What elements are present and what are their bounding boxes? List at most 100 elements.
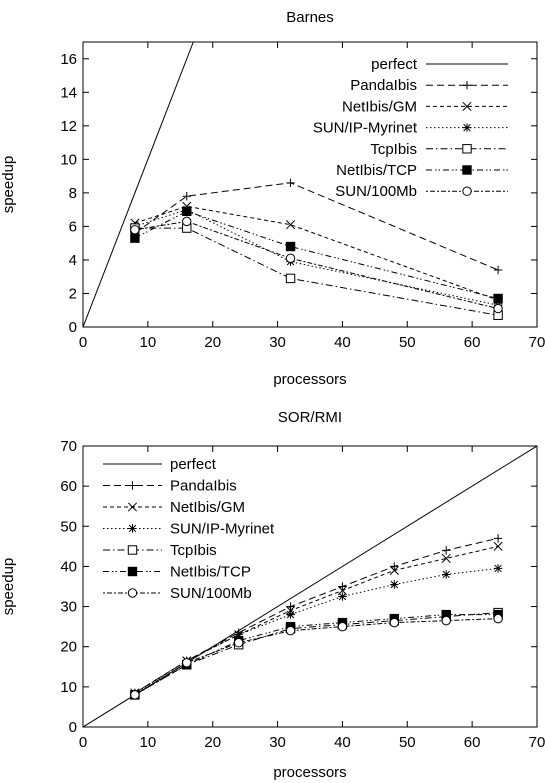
y-tick-label: 2 <box>69 285 77 302</box>
legend-marker-pandaibis <box>462 81 472 90</box>
series-line-tcpibis <box>134 612 499 696</box>
x-tick-label: 50 <box>399 334 416 351</box>
data-point-netibis-gm <box>389 565 399 575</box>
y-tick-label: 14 <box>60 84 77 101</box>
x-tick-label: 30 <box>269 734 286 751</box>
data-point-pandaibis <box>442 546 451 555</box>
data-point-sun-100mb <box>130 225 140 235</box>
y-tick-label: 10 <box>60 151 77 168</box>
plot-area <box>83 42 499 327</box>
y-tick-label: 4 <box>69 252 77 269</box>
data-point-pandaibis <box>338 582 347 591</box>
data-point-tcpibis <box>285 273 296 284</box>
legend-label-netibis-tcp: NetIbis/TCP <box>336 162 417 179</box>
series-line-netibis-gm <box>134 545 499 694</box>
series-line-sun-100mb <box>134 220 499 310</box>
data-point-pandaibis <box>182 192 191 201</box>
data-point-netibis-gm <box>493 541 503 551</box>
legend-marker-netibis-tcp <box>462 165 472 175</box>
data-point-sun-100mb <box>285 625 296 636</box>
x-axis-label: processors <box>273 764 346 781</box>
data-point-netibis-tcp <box>182 206 192 217</box>
legend-label-sun-100mb: SUN/100Mb <box>335 183 417 200</box>
data-point-sun-100mb <box>493 303 503 314</box>
legend-label-netibis-tcp: NetIbis/TCP <box>170 564 251 581</box>
legend-label-perfect: perfect <box>170 456 217 473</box>
y-tick-label: 12 <box>60 118 77 135</box>
legend-label-netibis-gm: NetIbis/GM <box>342 98 417 115</box>
data-point-sun-ip-myrinet <box>234 630 243 639</box>
y-tick-label: 50 <box>60 518 77 535</box>
data-point-sun-100mb <box>233 638 244 648</box>
series-line-sun-100mb <box>134 618 499 696</box>
x-tick-label: 60 <box>464 334 481 351</box>
data-point-netibis-tcp <box>285 241 296 252</box>
y-tick-label: 8 <box>69 185 77 202</box>
plot-frame <box>82 41 538 328</box>
x-tick-label: 10 <box>140 334 157 351</box>
y-tick-label: 20 <box>60 639 77 656</box>
data-point-pandaibis <box>493 265 503 275</box>
y-tick-label: 30 <box>60 599 77 616</box>
series-line-pandaibis <box>134 182 499 271</box>
legend-label-pandaibis: PandaIbis <box>350 77 417 94</box>
legend-marker-sun-ip-myrinet <box>462 123 472 132</box>
chart-title: SOR/RMI <box>278 409 342 426</box>
data-point-sun-ip-myrinet <box>493 564 503 573</box>
legend-label-perfect: perfect <box>371 56 418 73</box>
data-point-sun-100mb <box>389 617 400 628</box>
y-tick-label: 10 <box>60 679 77 696</box>
data-point-sun-100mb <box>130 690 140 700</box>
data-point-sun-ip-myrinet <box>338 592 347 601</box>
data-point-netibis-gm <box>441 553 451 563</box>
plot-frame <box>82 445 538 728</box>
x-tick-label: 0 <box>79 734 87 751</box>
y-tick-label: 40 <box>60 558 77 575</box>
data-point-pandaibis <box>286 602 295 611</box>
legend-label-sun-ip-myrinet: SUN/IP-Myrinet <box>170 521 275 538</box>
y-tick-label: 60 <box>60 478 77 495</box>
x-tick-label: 40 <box>334 334 351 351</box>
sor-rmi-chart: SOR/RMI 0 10 20 30 40 50 60 70 0 10 20 30 40 50 60 70 pro… <box>0 409 545 781</box>
data-point-pandaibis <box>390 562 399 571</box>
data-point-netibis-tcp <box>493 293 503 304</box>
legend-label-sun-ip-myrinet: SUN/IP-Myrinet <box>313 120 418 137</box>
legend-marker-sun-100mb <box>127 588 138 598</box>
x-axis-label: processors <box>273 371 346 388</box>
data-point-sun-100mb <box>182 658 192 668</box>
data-point-sun-100mb <box>337 621 348 632</box>
y-axis-label: speedup <box>0 156 17 214</box>
legend-label-tcpibis: TcpIbis <box>170 542 217 559</box>
y-tick-label: 6 <box>69 218 77 235</box>
x-tick-label: 50 <box>399 734 416 751</box>
x-tick-label: 0 <box>79 334 87 351</box>
legend-label-netibis-gm: NetIbis/GM <box>170 499 245 516</box>
data-point-sun-100mb <box>441 615 451 626</box>
series-line-netibis-gm <box>134 205 499 301</box>
legend-marker-sun-100mb <box>462 186 472 196</box>
barnes-chart: Barnes 0 10 20 30 40 50 60 70 0 2 4 6 8 10 12 14 16 proces… <box>0 9 545 388</box>
legend-marker-sun-ip-myrinet <box>128 524 137 533</box>
data-point-sun-100mb <box>182 216 192 227</box>
x-tick-label: 20 <box>204 734 221 751</box>
legend-marker-netibis-gm <box>127 502 138 512</box>
legend-label-sun-100mb: SUN/100Mb <box>170 585 252 602</box>
data-point-sun-100mb <box>493 613 503 624</box>
data-point-pandaibis <box>493 534 503 543</box>
data-point-sun-ip-myrinet <box>390 580 399 589</box>
x-tick-label: 70 <box>529 734 545 751</box>
legend-label-pandaibis: PandaIbis <box>170 478 237 495</box>
series-line-netibis-tcp <box>134 614 499 696</box>
y-axis-label: speedup <box>0 558 17 616</box>
data-point-netibis-gm <box>285 220 296 230</box>
legend-marker-tcpibis <box>127 545 138 555</box>
legend-marker-pandaibis <box>128 481 137 490</box>
data-point-sun-100mb <box>285 253 296 263</box>
chart-title: Barnes <box>286 9 334 26</box>
series-line-tcpibis <box>134 227 499 316</box>
legend-marker-netibis-gm <box>462 101 472 111</box>
data-point-sun-ip-myrinet <box>442 570 451 579</box>
x-tick-label: 70 <box>529 334 545 351</box>
y-tick-label: 70 <box>60 438 77 455</box>
